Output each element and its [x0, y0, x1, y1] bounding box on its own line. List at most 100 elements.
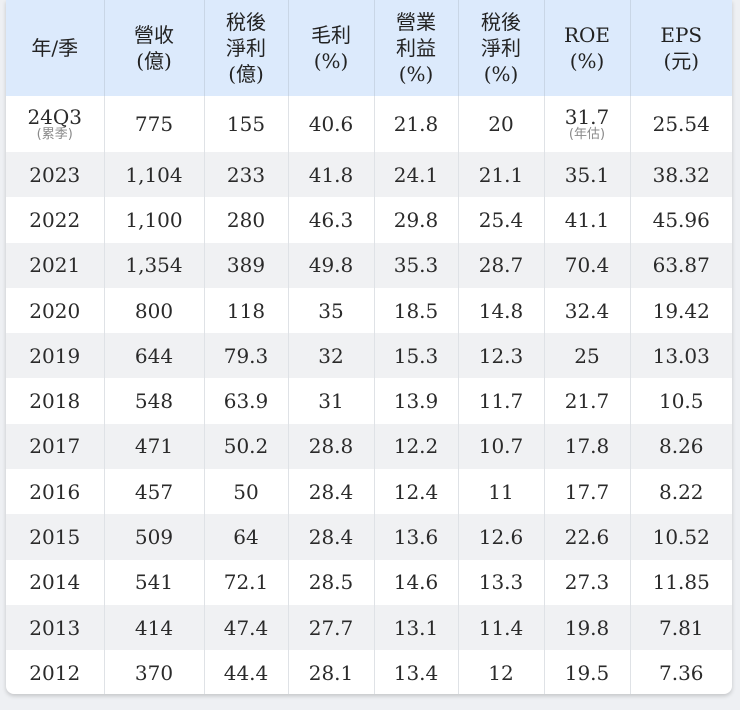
financial-table: 年/季 營收 (億) 稅後 淨利 (億) 毛利 (%) 營業 利益 (%) 稅後 淨利 (%) ROE (%)…	[6, 0, 732, 694]
cell-roe: 25	[544, 333, 631, 379]
cell-net-margin: 14.8	[458, 287, 545, 334]
cell-operating-margin: 12.2	[374, 423, 459, 470]
table-body: 24Q3 (累季) 775 155 40.6 21.8 20 31.7 (年估) 25.54 202…	[6, 96, 732, 694]
cell-net-margin: 11.7	[458, 378, 545, 424]
column-header-line: (%)	[398, 62, 434, 86]
cell-roe: 70.4	[544, 242, 631, 288]
cell-net-margin: 11.4	[458, 604, 545, 651]
cell-operating-margin: 13.9	[374, 378, 459, 424]
cell-year: 2013	[6, 604, 105, 651]
table-row: 2019 644 79.3 32 15.3 12.3 25 13.03	[6, 333, 732, 379]
table-row: 2016 457 50 28.4 12.4 11 17.7 8.22	[6, 469, 732, 515]
table-row: 2012 370 44.4 28.1 13.4 12 19.5 7.36	[6, 650, 732, 694]
cell-net-margin: 12.6	[458, 514, 545, 560]
column-header-line: 淨利	[226, 36, 266, 60]
cell-net-income: 79.3	[204, 333, 289, 379]
cell-revenue: 1,354	[104, 242, 205, 288]
cell-gross-margin: 31	[288, 378, 375, 424]
cell-revenue: 800	[104, 287, 205, 334]
cell-gross-margin: 28.5	[288, 559, 375, 605]
cell-eps: 63.87	[630, 242, 732, 288]
cell-net-margin: 28.7	[458, 242, 545, 288]
cell-gross-margin: 35	[288, 287, 375, 334]
cell-operating-margin: 29.8	[374, 197, 459, 243]
cell-year: 2014	[6, 559, 105, 605]
cell-note: (年估)	[568, 127, 606, 142]
column-header-net-margin: 稅後 淨利 (%)	[458, 0, 545, 96]
cell-revenue: 414	[104, 604, 205, 651]
cell-revenue: 644	[104, 333, 205, 379]
cell-gross-margin: 40.6	[288, 96, 375, 152]
cell-revenue: 1,104	[104, 152, 205, 198]
cell-roe: 31.7 (年估)	[544, 96, 631, 152]
cell-net-margin: 21.1	[458, 152, 545, 198]
column-header-line: 利益	[396, 36, 436, 60]
cell-net-income: 72.1	[204, 559, 289, 605]
column-header-eps: EPS (元)	[630, 0, 732, 96]
cell-revenue: 471	[104, 423, 205, 470]
cell-roe: 21.7	[544, 378, 631, 424]
financial-table-card: 年/季 營收 (億) 稅後 淨利 (億) 毛利 (%) 營業 利益 (%) 稅後 淨利 (%) ROE (%)…	[6, 0, 732, 694]
cell-year: 2015	[6, 514, 105, 560]
cell-net-income: 47.4	[204, 604, 289, 651]
cell-value: 24Q3	[27, 105, 83, 129]
cell-net-margin: 12	[458, 650, 545, 694]
cell-eps: 7.81	[630, 604, 732, 651]
cell-revenue: 1,100	[104, 197, 205, 243]
cell-net-income: 64	[204, 514, 289, 560]
cell-roe: 32.4	[544, 287, 631, 334]
column-header-line: (億)	[228, 62, 264, 86]
cell-operating-margin: 21.8	[374, 96, 459, 152]
cell-gross-margin: 41.8	[288, 152, 375, 198]
cell-roe: 19.8	[544, 604, 631, 651]
cell-net-income: 280	[204, 197, 289, 243]
cell-revenue: 370	[104, 650, 205, 694]
cell-year: 2020	[6, 287, 105, 334]
cell-net-income: 50	[204, 469, 289, 515]
column-header-line: 營業	[396, 10, 436, 34]
cell-revenue: 509	[104, 514, 205, 560]
cell-eps: 13.03	[630, 333, 732, 379]
column-header-line: (%)	[313, 49, 349, 73]
column-header-net-income: 稅後 淨利 (億)	[204, 0, 289, 96]
column-header-roe: ROE (%)	[544, 0, 631, 96]
column-header-revenue: 營收 (億)	[104, 0, 205, 96]
cell-net-income: 63.9	[204, 378, 289, 424]
header-row: 年/季 營收 (億) 稅後 淨利 (億) 毛利 (%) 營業 利益 (%) 稅後 淨利 (%) ROE (%)…	[6, 0, 732, 96]
table-row: 24Q3 (累季) 775 155 40.6 21.8 20 31.7 (年估) 25.54	[6, 96, 732, 152]
table-row: 2017 471 50.2 28.8 12.2 10.7 17.8 8.26	[6, 423, 732, 470]
cell-operating-margin: 24.1	[374, 152, 459, 198]
cell-net-income: 50.2	[204, 423, 289, 470]
cell-value: 31.7	[564, 105, 610, 129]
column-header-line: (%)	[483, 62, 519, 86]
cell-net-margin: 12.3	[458, 333, 545, 379]
table-row: 2014 541 72.1 28.5 14.6 13.3 27.3 11.85	[6, 559, 732, 605]
cell-gross-margin: 46.3	[288, 197, 375, 243]
cell-year: 2018	[6, 378, 105, 424]
table-row: 2021 1,354 389 49.8 35.3 28.7 70.4 63.87	[6, 242, 732, 288]
cell-year: 2023	[6, 152, 105, 198]
column-header-line: 毛利	[311, 23, 351, 47]
table-row: 2018 548 63.9 31 13.9 11.7 21.7 10.5	[6, 378, 732, 424]
cell-operating-margin: 13.4	[374, 650, 459, 694]
column-header-line: (元)	[663, 49, 700, 73]
cell-net-income: 44.4	[204, 650, 289, 694]
cell-revenue: 775	[104, 96, 205, 152]
cell-revenue: 541	[104, 559, 205, 605]
cell-net-margin: 13.3	[458, 559, 545, 605]
cell-eps: 25.54	[652, 112, 710, 136]
cell-net-income: 389	[204, 242, 289, 288]
cell-operating-margin: 13.6	[374, 514, 459, 560]
cell-net-margin: 20	[458, 96, 545, 152]
cell-note: (累季)	[36, 127, 73, 142]
column-header-line: 營收	[134, 23, 174, 47]
column-header-line: EPS	[660, 23, 703, 47]
cell-eps: 8.26	[630, 423, 732, 470]
cell-operating-margin: 12.4	[374, 469, 459, 515]
table-row: 2013 414 47.4 27.7 13.1 11.4 19.8 7.81	[6, 604, 732, 651]
table-row: 2022 1,100 280 46.3 29.8 25.4 41.1 45.96	[6, 197, 732, 243]
column-header-line: (%)	[569, 49, 605, 73]
cell-operating-margin: 18.5	[374, 287, 459, 334]
cell-net-margin: 11	[458, 469, 545, 515]
cell-eps: 19.42	[652, 298, 710, 323]
